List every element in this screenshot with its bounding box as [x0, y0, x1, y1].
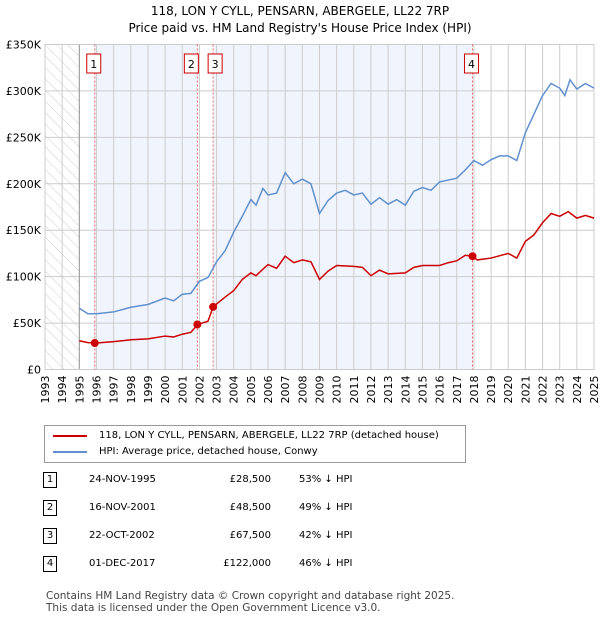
x-tick-label: 2001 [176, 376, 189, 404]
legend-swatch [53, 434, 87, 437]
x-tick-label: 2024 [571, 376, 584, 404]
sale-number: 1 [43, 472, 57, 488]
x-tick-label: 2012 [365, 376, 378, 404]
table-row: 2 16-NOV-2001 £48,500 49% ↓ HPI [40, 494, 352, 522]
legend-item-property: 118, LON Y CYLL, PENSARN, ABERGELE, LL22… [53, 430, 439, 441]
legend-label: HPI: Average price, detached house, Conw… [99, 446, 318, 457]
hpi-diff: 53% ↓ HPI [299, 474, 353, 485]
x-tick-label: 1998 [125, 376, 138, 404]
sale-number: 2 [43, 500, 57, 516]
x-tick-label: 2018 [468, 376, 481, 404]
x-tick-label: 1994 [56, 376, 69, 404]
x-tick-label: 2007 [279, 376, 292, 404]
sale-label: 1 [90, 58, 97, 71]
sale-date: 24-NOV-1995 [89, 474, 156, 485]
y-tick-label: £350K [6, 39, 42, 52]
footer-line: This data is licensed under the Open Gov… [46, 602, 381, 614]
transactions-table: 1 24-NOV-1995 £28,500 53% ↓ HPI 2 16-NOV-… [40, 466, 352, 578]
sale-point [468, 252, 477, 261]
sale-date: 16-NOV-2001 [89, 502, 156, 513]
legend: 118, LON Y CYLL, PENSARN, ABERGELE, LL22… [44, 425, 466, 463]
x-tick-label: 2005 [245, 376, 258, 404]
sale-price: £48,500 [229, 502, 271, 513]
x-tick-label: 2016 [434, 376, 447, 404]
x-tick-label: 1999 [142, 376, 155, 404]
hpi-diff: 42% ↓ HPI [299, 530, 353, 541]
sale-label: 3 [212, 58, 219, 71]
x-tick-label: 2020 [502, 376, 515, 404]
sale-point [90, 339, 99, 348]
x-tick-label: 2004 [228, 376, 241, 404]
hpi-diff: 46% ↓ HPI [299, 558, 353, 569]
chart-title: 118, LON Y CYLL, PENSARN, ABERGELE, LL22… [150, 4, 450, 18]
sale-label-box [86, 53, 102, 74]
x-tick-label: 1995 [73, 376, 86, 404]
sale-label: 2 [188, 58, 195, 71]
sale-price: £122,000 [223, 558, 271, 569]
series-line [79, 210, 595, 344]
x-tick-label: 1993 [39, 376, 52, 404]
table-row: 1 24-NOV-1995 £28,500 53% ↓ HPI [40, 466, 352, 494]
x-tick-label: 2019 [485, 376, 498, 404]
x-tick-label: 2000 [159, 376, 172, 404]
x-tick-label: 2008 [296, 376, 309, 404]
x-tick-label: 2022 [537, 376, 550, 404]
x-tick-label: 2015 [416, 376, 429, 404]
sale-date: 01-DEC-2017 [89, 558, 156, 569]
x-tick-label: 2011 [348, 376, 361, 404]
x-tick-label: 2021 [519, 376, 532, 404]
table-row: 3 22-OCT-2002 £67,500 42% ↓ HPI [40, 522, 352, 550]
sale-date: 22-OCT-2002 [89, 530, 155, 541]
x-tick-label: 2023 [554, 376, 567, 404]
legend-label: 118, LON Y CYLL, PENSARN, ABERGELE, LL22… [99, 430, 439, 441]
price-chart: 1993 1994 1995 1996 1997 1998 1999 2000 2001 2002… [6, 39, 600, 404]
sale-number: 3 [43, 528, 57, 544]
sale-label: 4 [468, 58, 475, 71]
sale-label-box [464, 53, 480, 74]
x-tick-label: 2010 [331, 376, 344, 404]
y-tick-label: £200K [6, 178, 42, 191]
table-row: 4 01-DEC-2017 £122,000 46% ↓ HPI [40, 550, 352, 578]
footer: Contains HM Land Registry data © Crown c… [46, 590, 454, 614]
chart-subtitle: Price paid vs. HM Land Registry's House … [128, 21, 472, 35]
sale-number: 4 [43, 556, 57, 572]
x-tick-label: 2017 [451, 376, 464, 404]
x-tick-label: 2002 [193, 376, 206, 404]
y-tick-label: £50K [13, 317, 42, 330]
series-line [78, 78, 595, 315]
y-tick-label: £150K [6, 224, 42, 237]
plot-border [44, 44, 595, 370]
sale-point [193, 320, 202, 329]
y-tick-label: £100K [6, 271, 42, 284]
sale-label-box [183, 53, 199, 74]
shaded-period [94, 44, 198, 370]
sale-price: £67,500 [229, 530, 271, 541]
x-tick-label: 2006 [262, 376, 275, 404]
x-tick-label: 2014 [399, 376, 412, 404]
y-tick-label: £300K [6, 85, 42, 98]
sale-price: £28,500 [229, 474, 271, 485]
x-tick-label: 2009 [314, 376, 327, 404]
y-tick-label: £250K [6, 131, 42, 144]
sale-label-box [207, 53, 223, 74]
x-tick-label: 2003 [211, 376, 224, 404]
x-tick-label: 1997 [108, 376, 121, 404]
y-tick-label: £0 [27, 364, 41, 377]
x-tick-label: 2025 [588, 376, 600, 404]
legend-item-hpi: HPI: Average price, detached house, Conw… [53, 446, 318, 457]
x-tick-label: 1996 [90, 376, 103, 404]
hpi-diff: 49% ↓ HPI [299, 502, 353, 513]
sale-point [209, 302, 218, 311]
x-tick-label: 2013 [382, 376, 395, 404]
footer-line: Contains HM Land Registry data © Crown c… [46, 590, 455, 602]
shaded-period [213, 44, 473, 370]
legend-swatch [53, 450, 87, 453]
